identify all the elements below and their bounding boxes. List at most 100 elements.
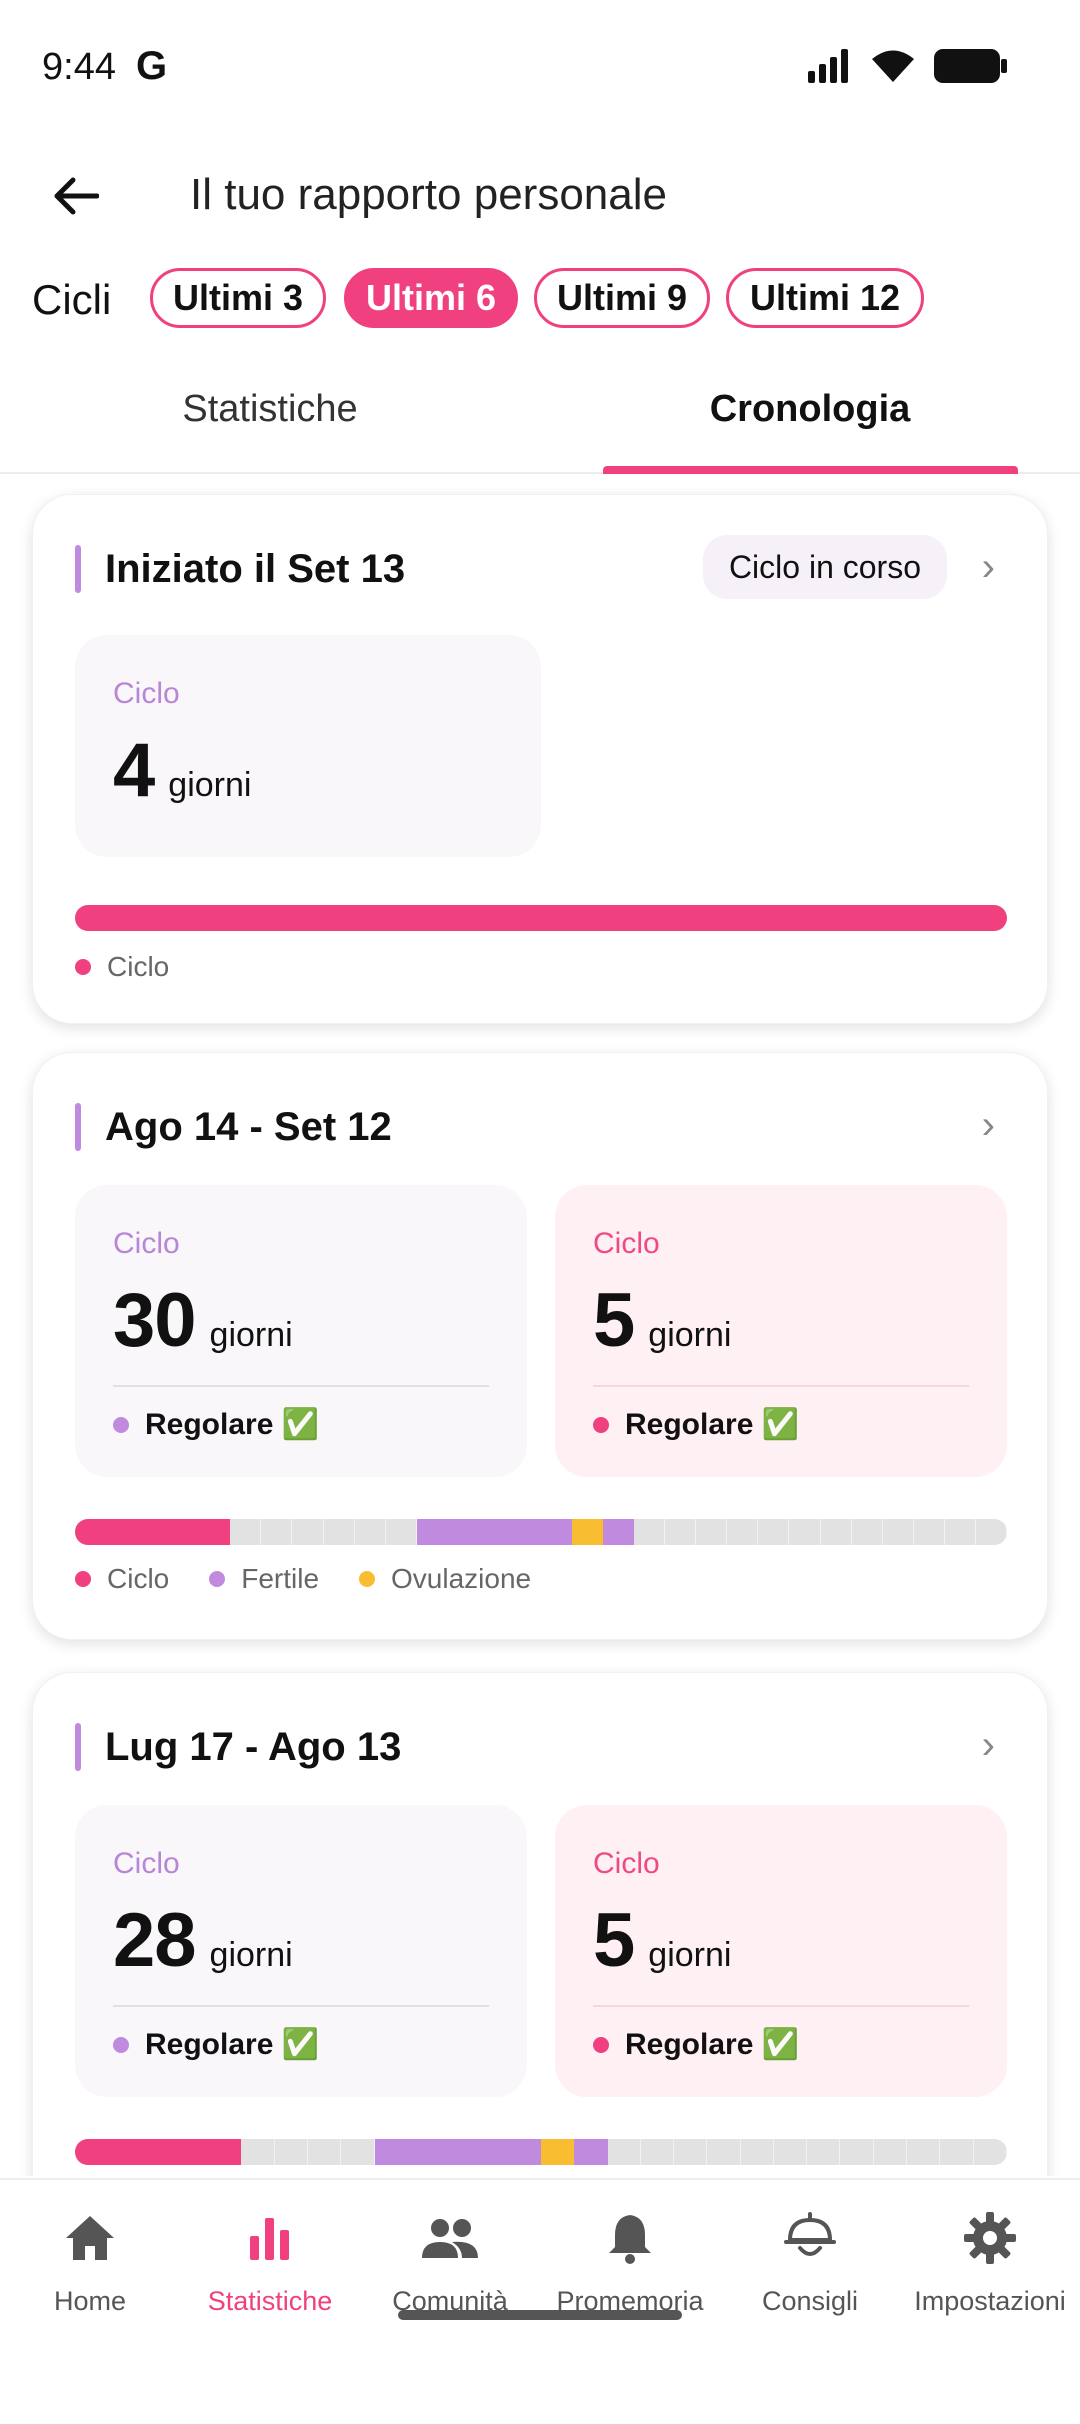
regularity-status: Regolare ✅ — [145, 2028, 320, 2061]
timeline-day-empty — [274, 2139, 308, 2165]
timeline-day-fertile — [374, 2139, 408, 2165]
timeline-day-empty — [230, 1519, 262, 1545]
cycle-length-box: Ciclo 4 giorni — [75, 635, 541, 857]
timeline-day-period — [174, 2139, 209, 2165]
nav-comunita[interactable]: Comunità — [360, 2208, 540, 2317]
cycle-length-box: Ciclo 28 giorni Regolare ✅ — [75, 1805, 527, 2097]
google-icon: G — [136, 44, 168, 88]
legend-fertile: Fertile — [209, 1563, 319, 1595]
stat-value: 30 — [113, 1278, 197, 1363]
stat-unit: giorni — [168, 766, 252, 804]
battery-icon — [934, 49, 1007, 83]
chip-last-3[interactable]: Ultimi 3 — [150, 268, 326, 328]
tab-indicator — [603, 466, 1018, 474]
timeline-day-empty — [851, 1519, 883, 1545]
nav-promemoria[interactable]: Promemoria — [540, 2208, 720, 2317]
people-icon — [422, 2219, 478, 2258]
purple-dot-icon — [209, 1571, 226, 1587]
back-button[interactable] — [40, 166, 110, 226]
legend: Ciclo Fertile Ovulazione — [75, 1563, 531, 1595]
chevron-right-icon[interactable]: › — [981, 1103, 995, 1147]
chevron-right-icon[interactable]: › — [981, 1723, 995, 1767]
cycle-timeline-bar — [75, 1519, 1007, 1545]
history-list[interactable]: Iniziato il Set 13 Ciclo in corso › Cicl… — [0, 476, 1080, 2176]
timeline-day-empty — [674, 2139, 708, 2165]
cycle-card-current[interactable]: Iniziato il Set 13 Ciclo in corso › Cicl… — [32, 494, 1048, 1024]
legend-period: Ciclo — [75, 1563, 169, 1595]
timeline-day-ovulation — [540, 2139, 575, 2165]
timeline-day-empty — [975, 1519, 1007, 1545]
chevron-right-icon[interactable]: › — [981, 545, 995, 589]
tab-statistiche[interactable]: Statistiche — [182, 388, 358, 430]
legend-ovulation: Ovulazione — [359, 1563, 531, 1595]
chip-last-12[interactable]: Ultimi 12 — [726, 268, 924, 328]
timeline-day-period — [199, 1519, 231, 1545]
cycle-card-jul-aug[interactable]: Lug 17 - Ago 13 › Ciclo 28 giorni Regola… — [32, 1672, 1048, 2176]
timeline-day-empty — [323, 1519, 355, 1545]
nav-impostazioni[interactable]: Impostazioni — [900, 2208, 1080, 2317]
timeline-day-empty — [354, 1519, 386, 1545]
period-length-box: Ciclo 5 giorni Regolare ✅ — [555, 1185, 1007, 1477]
timeline-day-period — [208, 2139, 242, 2165]
legend: Ciclo — [75, 951, 169, 983]
timeline-day-empty — [789, 1519, 821, 1545]
chip-last-6[interactable]: Ultimi 6 — [344, 268, 518, 328]
pink-dot-icon — [593, 1416, 609, 1433]
timeline-day-empty — [707, 2139, 741, 2165]
timeline-day-empty — [907, 2139, 941, 2165]
timeline-day-fertile — [407, 2139, 442, 2165]
timeline-day-empty — [944, 1519, 976, 1545]
filter-label: Cicli — [32, 276, 112, 323]
pink-dot-icon — [593, 2036, 609, 2053]
timeline-day-empty — [640, 2139, 675, 2165]
stat-label: Ciclo — [593, 1227, 660, 1260]
arrow-left-icon — [54, 177, 99, 215]
stat-label: Ciclo — [113, 677, 180, 710]
cycle-card-aug-sep[interactable]: Ago 14 - Set 12 › Ciclo 30 giorni Regola… — [32, 1052, 1048, 1640]
home-indicator — [398, 2310, 682, 2320]
cycle-timeline-bar — [75, 905, 1007, 931]
gear-icon — [964, 2212, 1016, 2264]
stat-value: 4 — [113, 728, 155, 813]
bell-icon — [609, 2215, 651, 2264]
timeline-day-empty — [241, 2139, 275, 2165]
regularity-status: Regolare ✅ — [625, 1408, 800, 1441]
card-title: Iniziato il Set 13 — [105, 546, 406, 591]
status-time: 9:44 — [42, 46, 116, 88]
card-accent — [75, 1103, 81, 1151]
stat-unit: giorni — [648, 1936, 732, 1974]
timeline-day-empty — [882, 1519, 914, 1545]
stat-label: Ciclo — [593, 1847, 660, 1880]
cycle-filter: Cicli Ultimi 3 Ultimi 6 Ultimi 9 Ultimi … — [0, 268, 1080, 330]
pink-dot-icon — [75, 1571, 91, 1587]
timeline-day-period — [75, 1519, 107, 1545]
timeline-day-fertile — [416, 1519, 448, 1545]
tab-cronologia[interactable]: Cronologia — [709, 388, 911, 430]
nav-consigli[interactable]: Consigli — [720, 2208, 900, 2317]
cycle-length-box: Ciclo 30 giorni Regolare ✅ — [75, 1185, 527, 1477]
stat-label: Ciclo — [113, 1847, 180, 1880]
timeline-day-empty — [665, 1519, 697, 1545]
timeline-day-empty — [873, 2139, 908, 2165]
timeline-day-empty — [758, 1519, 790, 1545]
nav-home[interactable]: Home — [0, 2208, 180, 2317]
timeline-day-period — [75, 905, 1007, 931]
timeline-day-empty — [696, 1519, 728, 1545]
tab-bar: Statistiche Cronologia — [0, 370, 1080, 474]
card-title: Ago 14 - Set 12 — [105, 1104, 392, 1149]
bar-chart-icon — [250, 2218, 289, 2260]
timeline-day-fertile — [474, 2139, 508, 2165]
timeline-day-empty — [740, 2139, 774, 2165]
nav-statistiche[interactable]: Statistiche — [180, 2208, 360, 2317]
chip-last-9[interactable]: Ultimi 9 — [534, 268, 710, 328]
page-title: Il tuo rapporto personale — [190, 170, 667, 219]
timeline-day-empty — [773, 2139, 808, 2165]
timeline-day-fertile — [509, 1519, 541, 1545]
timeline-day-empty — [840, 2139, 874, 2165]
timeline-day-empty — [727, 1519, 759, 1545]
purple-dot-icon — [113, 1416, 129, 1433]
timeline-day-empty — [307, 2139, 342, 2165]
stat-value: 5 — [593, 1278, 635, 1363]
cycle-timeline-bar — [75, 2139, 1007, 2165]
timeline-day-empty — [341, 2139, 375, 2165]
